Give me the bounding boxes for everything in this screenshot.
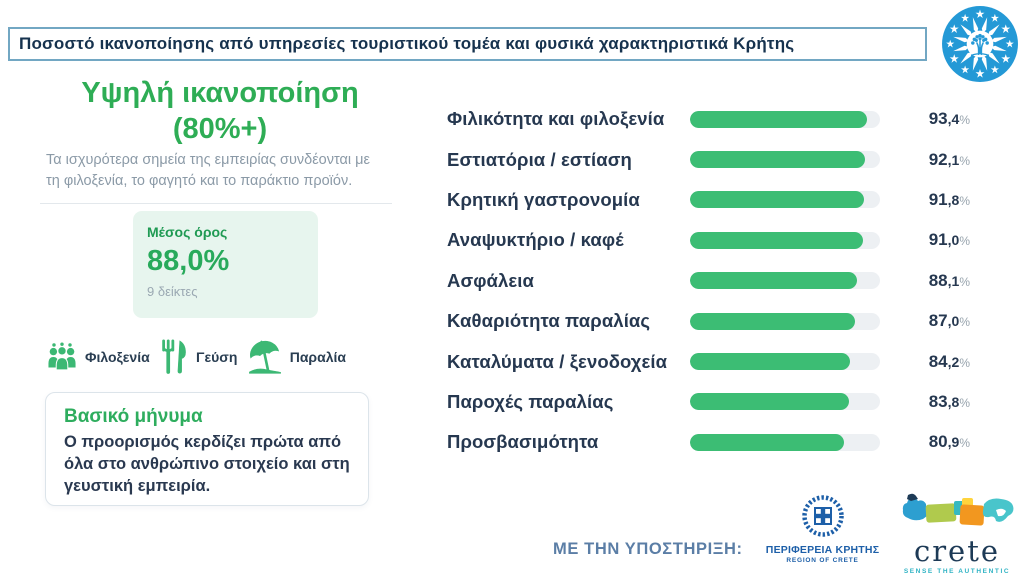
bar-fill bbox=[690, 110, 868, 128]
crete-logo-word: crete bbox=[913, 534, 1001, 568]
tree-icon bbox=[971, 33, 989, 56]
bar-category-label: Φιλικότητα και φιλοξενία bbox=[447, 108, 665, 130]
bar-value-label: 84,2% bbox=[928, 351, 970, 371]
average-note: 9 δείκτες bbox=[147, 284, 198, 299]
divider-line bbox=[40, 203, 392, 204]
bar-value-label: 92,1% bbox=[928, 149, 970, 169]
bar-value-label: 87,0% bbox=[928, 311, 970, 331]
bar-fill bbox=[690, 312, 856, 330]
bar-fill bbox=[690, 231, 863, 249]
left-panel-heading: Υψηλή ικανοποίηση (80%+) bbox=[36, 76, 404, 147]
chart-row: Καταλύματα / ξενοδοχεία 84,2% bbox=[447, 341, 970, 381]
highlight-hospitality: Φιλοξενία bbox=[46, 342, 150, 372]
left-panel-subtitle: Τα ισχυρότερα σημεία της εμπειρίας συνδέ… bbox=[46, 152, 370, 189]
bar-track bbox=[690, 272, 880, 290]
bar-category-label: Παροχές παραλίας bbox=[447, 390, 614, 412]
page-title-text: Ποσοστό ικανοποίησης από υπηρεσίες τουρι… bbox=[19, 34, 795, 53]
people-icon bbox=[46, 342, 78, 372]
region-logo-line1: ΠΕΡΙΦΕΡΕΙΑ ΚΡΗΤΗΣ bbox=[765, 544, 880, 556]
highlight-label: Φιλοξενία bbox=[85, 349, 150, 365]
bar-track bbox=[690, 353, 880, 371]
average-label: Μέσος όρος bbox=[147, 224, 228, 240]
highlight-icons-row: Φιλοξενία Γεύση Παραλία bbox=[46, 332, 346, 382]
bar-track bbox=[690, 110, 880, 128]
bar-track bbox=[690, 312, 880, 330]
bar-category-label: Καταλύματα / ξενοδοχεία bbox=[447, 350, 668, 372]
chart-row: Εστιατόρια / εστίαση 92,1% bbox=[447, 139, 970, 179]
heading-line1: Υψηλή ικανοποίηση bbox=[81, 77, 359, 109]
crete-brand-logo: crete SENSE THE AUTHENTIC bbox=[893, 492, 1021, 575]
highlight-label: Γεύση bbox=[196, 349, 238, 365]
beach-umbrella-icon bbox=[247, 339, 283, 375]
eu-tree-logo-icon bbox=[941, 5, 1019, 83]
bar-value-label: 88,1% bbox=[928, 270, 970, 290]
region-of-crete-logo: ΠΕΡΙΦΕΡΕΙΑ ΚΡΗΤΗΣ REGION OF CRETE bbox=[760, 494, 885, 564]
highlight-beach: Παραλία bbox=[247, 339, 346, 375]
greek-emblem-icon bbox=[801, 495, 844, 537]
bar-track bbox=[690, 151, 880, 169]
bar-fill bbox=[690, 191, 865, 209]
chart-row: Φιλικότητα και φιλοξενία 93,4% bbox=[447, 99, 970, 139]
highlight-label: Παραλία bbox=[289, 349, 346, 365]
key-message-card: Βασικό μήνυμα Ο προορισμός κερδίζει πρώτ… bbox=[45, 392, 369, 506]
cutlery-icon bbox=[159, 339, 189, 375]
chart-row: Αναψυκτήριο / καφέ 91,0% bbox=[447, 220, 970, 260]
bar-fill bbox=[690, 272, 858, 290]
bar-fill bbox=[690, 433, 844, 451]
bar-category-label: Καθαριότητα παραλίας bbox=[447, 310, 651, 332]
average-value: 88,0% bbox=[147, 245, 230, 277]
bar-category-label: Προσβασιμότητα bbox=[447, 431, 599, 453]
key-message-title: Βασικό μήνυμα bbox=[64, 406, 203, 427]
bar-track bbox=[690, 231, 880, 249]
bar-category-label: Κρητική γαστρονομία bbox=[447, 188, 640, 210]
key-message-body: Ο προορισμός κερδίζει πρώτα από όλα στο … bbox=[64, 433, 350, 495]
bar-value-label: 91,8% bbox=[928, 189, 970, 209]
bar-track bbox=[690, 191, 880, 209]
bar-value-label: 93,4% bbox=[928, 109, 970, 129]
bar-value-label: 80,9% bbox=[928, 432, 970, 452]
region-logo-line2: REGION OF CRETE bbox=[786, 557, 859, 564]
support-label: ΜΕ ΤΗΝ ΥΠΟΣΤΗΡΙΞΗ: bbox=[553, 540, 743, 558]
chart-row: Παροχές παραλίας 83,8% bbox=[447, 382, 970, 422]
bar-fill bbox=[690, 393, 850, 411]
bar-category-label: Εστιατόρια / εστίαση bbox=[447, 148, 632, 170]
bar-fill bbox=[690, 353, 850, 371]
bar-category-label: Ασφάλεια bbox=[447, 269, 535, 291]
bar-track bbox=[690, 393, 880, 411]
crete-island-icon bbox=[902, 493, 1014, 526]
heading-line2: (80%+) bbox=[172, 112, 268, 145]
average-score-card: Μέσος όρος 88,0% 9 δείκτες bbox=[133, 211, 318, 318]
chart-row: Καθαριότητα παραλίας 87,0% bbox=[447, 301, 970, 341]
bar-fill bbox=[690, 151, 865, 169]
satisfaction-chart: Φιλικότητα και φιλοξενία 93,4% Εστιατόρια … bbox=[447, 99, 970, 463]
chart-row: Προσβασιμότητα 80,9% bbox=[447, 422, 970, 462]
highlight-taste: Γεύση bbox=[159, 339, 237, 375]
bar-track bbox=[690, 433, 880, 451]
crete-logo-tagline: SENSE THE AUTHENTIC bbox=[903, 568, 1011, 575]
bar-category-label: Αναψυκτήριο / καφέ bbox=[447, 229, 624, 251]
bar-value-label: 91,0% bbox=[928, 230, 970, 250]
page-title: Ποσοστό ικανοποίησης από υπηρεσίες τουρι… bbox=[8, 27, 927, 61]
chart-row: Κρητική γαστρονομία 91,8% bbox=[447, 180, 970, 220]
bar-value-label: 83,8% bbox=[928, 391, 970, 411]
chart-row: Ασφάλεια 88,1% bbox=[447, 261, 970, 301]
